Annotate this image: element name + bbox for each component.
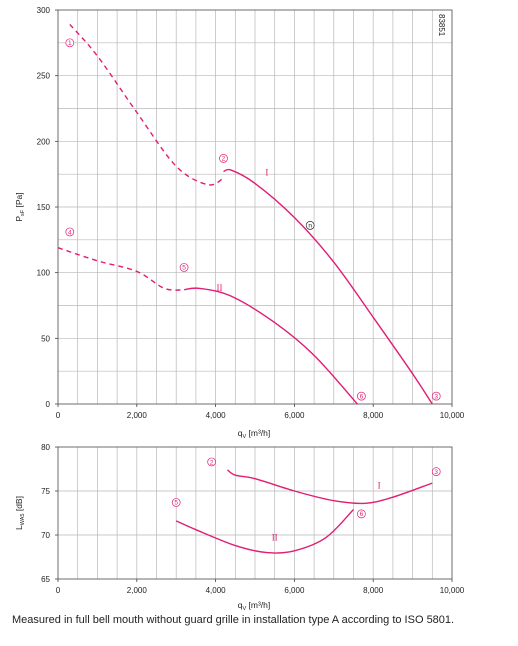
operating-point-circle [305,221,315,230]
x-tick-label: 2,000 [127,411,148,420]
series-label: I [378,480,381,490]
point-marker-3: 3 [431,391,441,401]
point-marker-circle [357,391,366,401]
series-label: II [272,532,278,542]
series-line-I [223,168,433,405]
point-marker-circle [171,498,181,507]
point-marker-circle [179,263,189,272]
y-tick-label: 150 [37,203,51,212]
point-marker-6: 6 [357,391,366,401]
y-tick-label: 65 [41,575,50,584]
point-marker-3: 3 [431,467,441,476]
point-marker-label: 6 [360,511,364,518]
x-tick-label: 6,000 [284,411,305,420]
x-tick-label: 8,000 [363,411,384,420]
point-marker-label: 1 [68,40,72,47]
point-marker-2: 2 [207,457,217,467]
x-tick-label: 8,000 [363,586,384,595]
point-marker-circle [219,154,228,163]
x-tick-label: 4,000 [206,411,227,420]
point-marker-circle [431,467,441,476]
y-tick-label: 100 [37,269,51,278]
x-tick-label: 10,000 [440,411,465,420]
point-marker-circle [431,391,441,401]
x-tick-label: 0 [56,411,61,420]
y-tick-label: 250 [37,72,51,81]
x-tick-label: 4,000 [206,586,227,595]
y-tick-label: 70 [41,531,50,540]
point-marker-label: 2 [210,459,214,466]
y-tick-label: 75 [41,487,50,496]
pressure-chart: 0 2,000 4,000 6,000 8,000 10,000 0 50 100 150 200 2… [14,6,465,440]
point-marker-4: 4 [65,227,75,237]
plot-frame [57,446,453,580]
point-marker-label: 5 [182,265,186,272]
point-marker-circle [357,509,366,519]
y-tick-label: 200 [37,137,51,146]
series-line-II [57,247,185,291]
x-tick-label: 10,000 [440,586,465,595]
y-tick-label: 0 [46,400,51,409]
point-marker-5: 5 [171,498,181,507]
x-tick-label: 0 [56,586,61,595]
point-marker-label: 6 [360,393,364,400]
operating-point-marker: n [305,221,315,230]
operating-point-label: n [308,223,312,230]
y-axis-label: PsF [Pa] [14,192,26,221]
y-tick-label: 300 [37,6,51,15]
point-marker-2: 2 [219,154,228,163]
figure-caption: Measured in full bell mouth without guar… [12,614,455,626]
point-marker-label: 5 [174,500,178,507]
figure-id: 83851 [437,14,446,37]
point-marker-6: 6 [357,509,366,519]
y-tick-label: 50 [41,334,50,343]
series-line-II [175,509,355,554]
y-axis-label: LWA5 [dB] [14,496,26,530]
point-marker-label: 3 [434,469,438,476]
point-marker-label: 3 [434,393,438,400]
point-marker-circle [207,457,217,467]
point-marker-circle [65,227,75,237]
point-marker-5: 5 [179,263,189,272]
point-marker-circle [65,38,75,48]
x-tick-label: 6,000 [284,586,305,595]
x-axis-label: qV [m³/h] [238,428,271,440]
series-line-I [69,23,224,186]
y-tick-label: 80 [41,443,50,452]
series-label: I [265,167,268,177]
point-marker-label: 4 [68,229,72,236]
x-axis-label: qV [m³/h] [238,600,271,612]
point-marker-1: 1 [65,38,75,48]
x-tick-label: 2,000 [127,586,148,595]
series-line-II [184,287,358,405]
series-line-I [226,469,433,505]
point-marker-label: 2 [222,156,226,163]
series-label: II [217,283,223,293]
